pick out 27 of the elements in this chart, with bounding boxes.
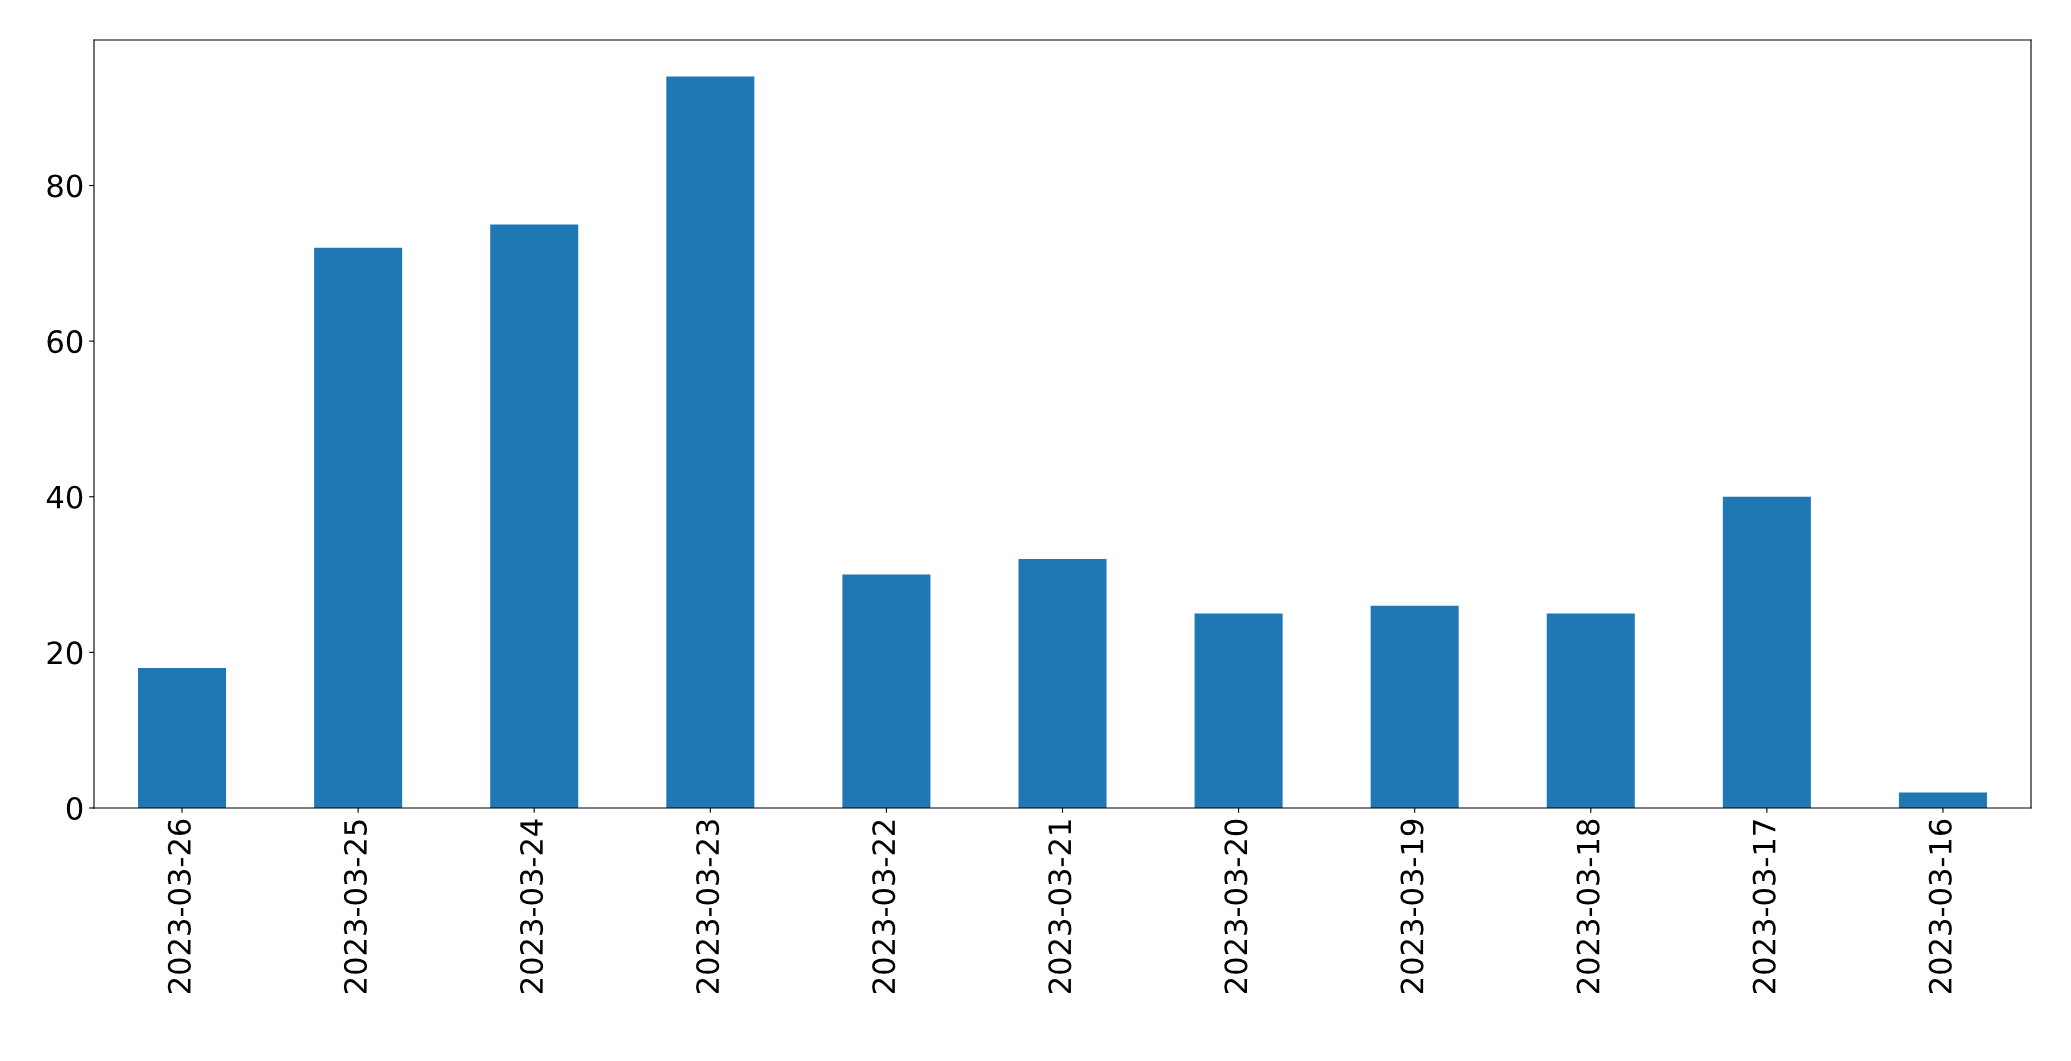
x-tick-label: 2023-03-20 <box>1224 819 1248 994</box>
x-tick-label: 2023-03-18 <box>1576 819 1600 994</box>
y-tick-label: 80 <box>47 174 83 198</box>
y-tick-label: 20 <box>47 641 83 665</box>
bar <box>1194 613 1283 808</box>
bar <box>1370 605 1459 808</box>
y-tick-label: 0 <box>66 796 83 821</box>
bar <box>138 667 227 808</box>
bar <box>1546 613 1635 808</box>
bar <box>1018 559 1107 808</box>
x-tick-label: 2023-03-23 <box>696 820 720 994</box>
y-tick-label: 60 <box>47 330 83 354</box>
bar <box>1898 792 1987 808</box>
x-tick-label: 2023-03-17 <box>1752 820 1776 994</box>
x-tick-label: 2023-03-16 <box>1928 819 1952 994</box>
x-tick-label: 2023-03-22 <box>872 820 896 994</box>
x-tick-label: 2023-03-24 <box>519 819 544 994</box>
bar <box>314 247 403 808</box>
bar <box>666 76 755 808</box>
x-tick-label: 2023-03-21 <box>1048 820 1072 994</box>
bar <box>1722 496 1811 808</box>
bar <box>490 224 579 808</box>
bar <box>842 574 931 808</box>
x-tick-label: 2023-03-19 <box>1400 819 1424 994</box>
y-tick-label: 40 <box>46 485 83 509</box>
x-tick-label: 2023-03-25 <box>343 820 367 994</box>
x-tick-label: 2023-03-26 <box>167 819 191 994</box>
